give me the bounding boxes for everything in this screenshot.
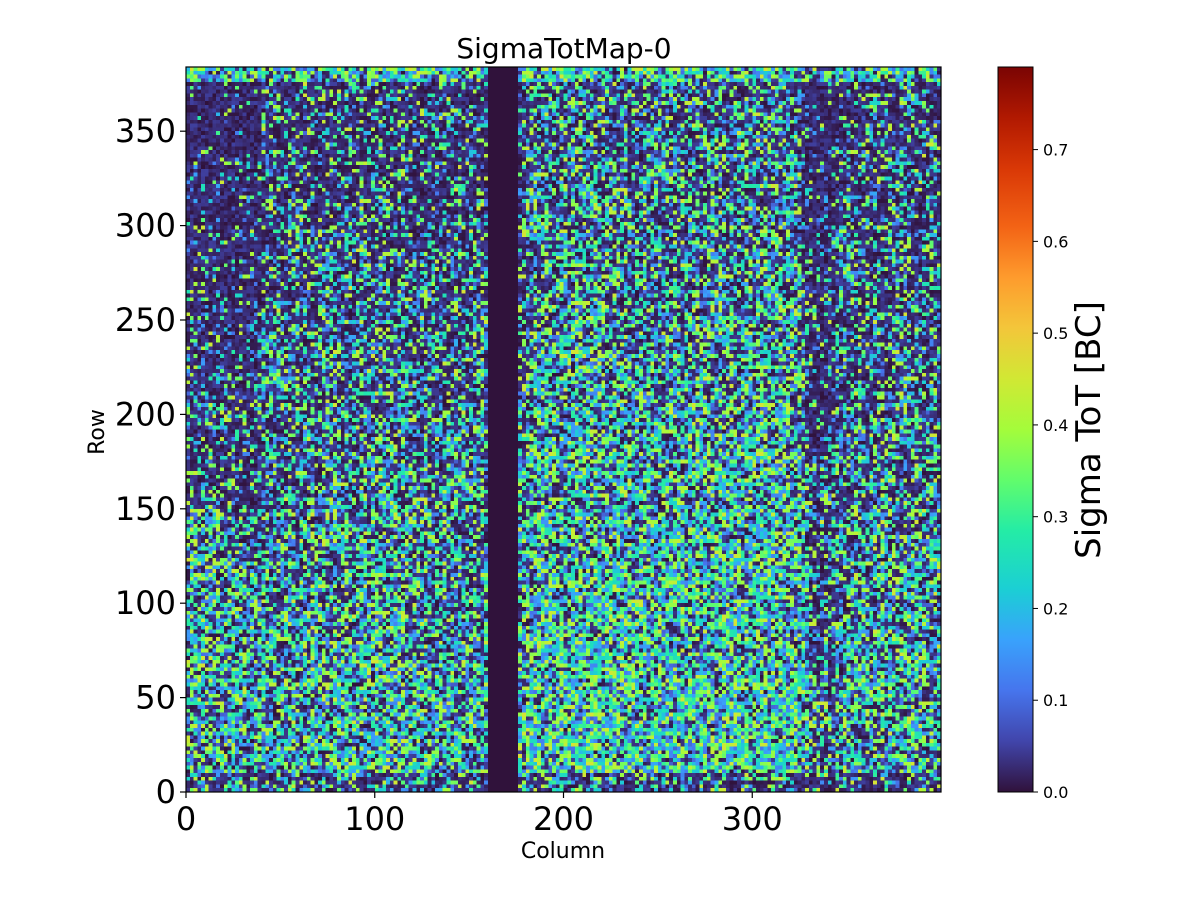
colorbar-tick-label: 0.7 [1043,141,1068,160]
x-tick-label: 0 [176,800,196,838]
y-tick-label: 350 [115,112,176,150]
heatmap-cells [186,67,941,792]
y-tick-label: 300 [115,207,176,245]
colorbar-tick-label: 0.3 [1043,508,1068,527]
heatmap [186,67,941,792]
y-axis-label: Row [85,409,110,455]
x-tick-label: 100 [344,800,405,838]
x-tick-label: 300 [722,800,783,838]
y-axis: 0 50 100 150 200 250 300 350 [115,112,186,811]
colorbar [997,66,1034,793]
colorbar-tick-label: 0.4 [1043,416,1068,435]
colorbar-tick-label: 0.1 [1043,691,1068,710]
y-tick-label: 0 [156,773,176,811]
x-axis-label: Column [521,839,605,864]
y-tick-label: 50 [135,679,176,717]
colorbar-tick-label: 0.6 [1043,232,1068,251]
y-tick-label: 100 [115,584,176,622]
colorbar-ticks: 0.0 0.1 0.2 0.3 0.4 0.5 0.6 0.7 [1033,141,1068,802]
colorbar-tick-label: 0.5 [1043,324,1068,343]
y-tick-label: 200 [115,395,176,433]
y-tick-label: 150 [115,490,176,528]
y-tick-label: 250 [115,301,176,339]
x-tick-label: 200 [533,800,594,838]
colorbar-tick-label: 0.2 [1043,599,1068,618]
x-axis: 0 100 200 300 [176,792,783,838]
colorbar-label: Sigma ToT [BC] [1069,301,1109,559]
colorbar-tick-label: 0.0 [1043,783,1068,802]
chart-title: SigmaTotMap-0 [456,32,671,65]
